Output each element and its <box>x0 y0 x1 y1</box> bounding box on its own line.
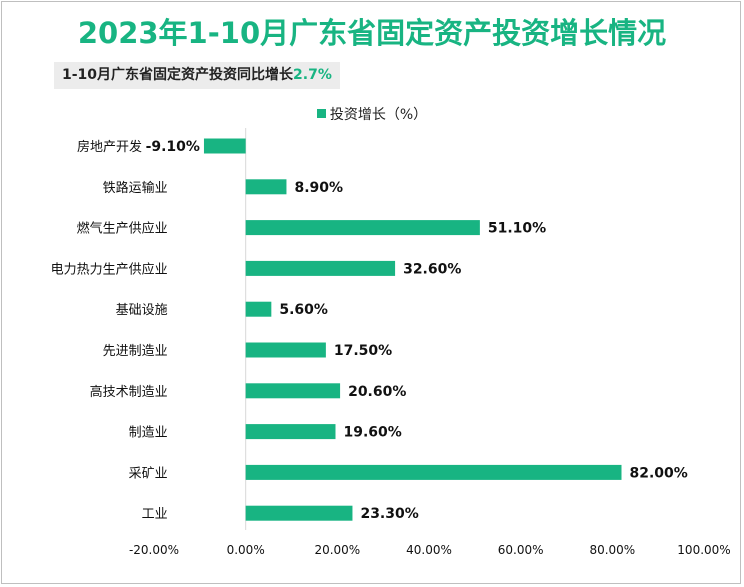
subtitle-box: 1-10月广东省固定资产投资同比增长2.7% <box>54 62 340 89</box>
bar-1 <box>203 138 246 154</box>
value-label-10: 23.30% <box>360 506 418 522</box>
category-label-6: 先进制造业 <box>103 344 168 359</box>
bar-4 <box>245 260 396 276</box>
bar-8 <box>245 424 336 440</box>
category-label-1: 房地产开发 <box>77 139 142 155</box>
bar-10 <box>245 505 353 521</box>
legend-swatch <box>316 109 326 118</box>
chart-title: 2023年1-10月广东省固定资产投资增长情况 <box>77 16 667 50</box>
bar-5 <box>245 301 272 317</box>
category-label-7: 高技术制造业 <box>90 384 168 400</box>
bar-3 <box>245 220 480 236</box>
x-tick-label-4: 40.00% <box>406 543 452 557</box>
value-label-2: 8.90% <box>294 180 343 196</box>
bar-2 <box>245 179 287 195</box>
x-tick-label-5: 60.00% <box>498 543 544 557</box>
subtitle-value: 2.7% <box>293 67 332 83</box>
x-tick-label-7: 100.00% <box>677 543 730 557</box>
x-tick-label-2: 0.00% <box>227 543 265 557</box>
legend-label: 投资增长（%） <box>329 107 428 123</box>
value-label-5: 5.60% <box>279 302 328 318</box>
bar-9 <box>245 464 622 480</box>
value-label-3: 51.10% <box>488 221 546 237</box>
value-label-6: 17.50% <box>334 343 392 359</box>
x-tick-label-3: 20.00% <box>314 543 360 557</box>
subtitle-text: 1-10月广东省固定资产投资同比增长 <box>62 67 294 83</box>
value-label-7: 20.60% <box>348 384 406 400</box>
category-label-4: 电力热力生产供应业 <box>51 261 168 277</box>
value-label-1: -9.10% <box>146 139 200 155</box>
legend: 投资增长（%） <box>0 104 744 124</box>
x-tick-label-1: -20.00% <box>129 543 179 557</box>
category-label-3: 燃气生产供应业 <box>77 221 168 237</box>
x-tick-label-6: 80.00% <box>589 543 635 557</box>
value-label-8: 19.60% <box>344 425 402 441</box>
category-label-8: 制造业 <box>129 426 168 441</box>
category-label-9: 采矿业 <box>129 466 168 481</box>
category-label-5: 基础设施 <box>116 303 168 318</box>
value-label-4: 32.60% <box>403 261 461 277</box>
category-label-2: 铁路运输业 <box>103 180 168 196</box>
value-label-9: 82.00% <box>630 465 688 481</box>
category-label-10: 工业 <box>142 507 168 522</box>
bar-7 <box>245 383 341 399</box>
bar-6 <box>245 342 326 358</box>
